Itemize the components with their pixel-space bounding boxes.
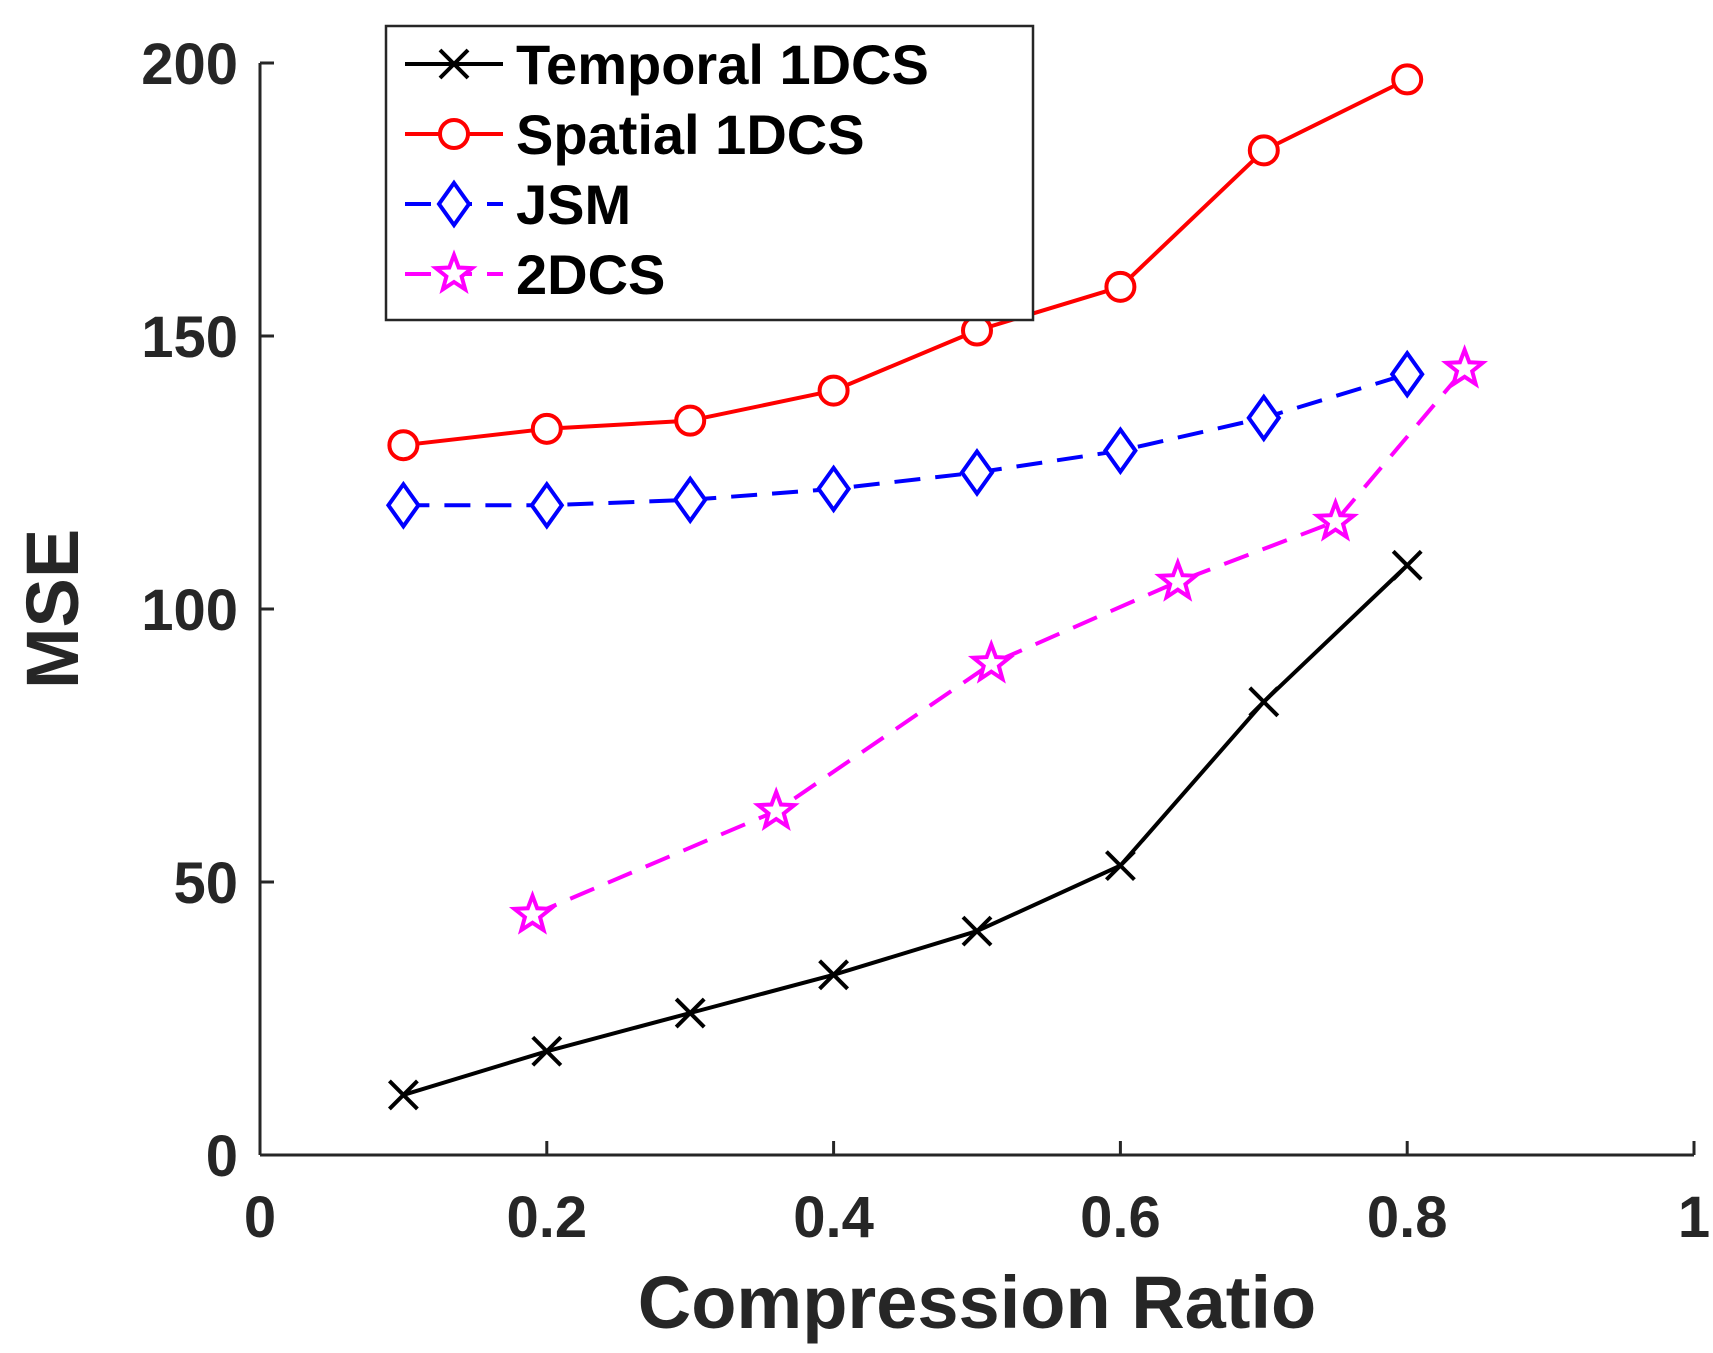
- series-line: [531, 367, 1467, 917]
- data-point: [674, 997, 706, 1029]
- x-tick-label: 0.6: [1080, 1185, 1161, 1250]
- legend-item: 2DCS: [405, 243, 665, 306]
- data-point: [817, 374, 850, 407]
- x-axis-title: Compression Ratio: [638, 1261, 1316, 1344]
- x-tick-label: 0.4: [793, 1185, 874, 1250]
- legend-marker: [430, 249, 478, 295]
- data-point: [961, 915, 993, 947]
- data-point: [387, 1079, 419, 1111]
- data-point: [1104, 270, 1137, 303]
- data-point: [508, 890, 556, 935]
- data-point: [1389, 349, 1425, 399]
- series-line: [403, 77, 1409, 448]
- data-point: [674, 404, 707, 437]
- data-point: [1246, 393, 1282, 443]
- data-point: [531, 1035, 563, 1067]
- data-point: [529, 480, 565, 530]
- data-point: [752, 786, 800, 832]
- x-tick-label: 0.8: [1367, 1185, 1448, 1250]
- series-line: [402, 563, 1409, 1097]
- data-point: [1154, 557, 1202, 602]
- data-point: [959, 448, 995, 497]
- legend-item: Spatial 1DCS: [405, 103, 865, 166]
- data-point: [1248, 686, 1280, 718]
- data-point: [1247, 134, 1280, 167]
- legend-label: Temporal 1DCS: [516, 33, 929, 96]
- y-tick-label: 0: [206, 1124, 238, 1189]
- data-point: [1391, 549, 1423, 581]
- series-layer: [385, 63, 1489, 1111]
- data-point: [1391, 63, 1424, 96]
- legend-items: Temporal 1DCS Spatial 1DCS JSM 2DCS: [405, 33, 929, 306]
- legend-marker: [438, 48, 470, 80]
- data-point: [1104, 850, 1136, 882]
- data-point: [387, 429, 420, 462]
- series-2: [385, 349, 1425, 530]
- data-point: [818, 959, 850, 991]
- series-0: [387, 549, 1423, 1111]
- x-tick-label: 0.2: [506, 1185, 587, 1250]
- legend-label: Spatial 1DCS: [516, 103, 865, 166]
- data-point: [1102, 426, 1138, 476]
- data-point: [672, 475, 708, 525]
- series-1: [387, 63, 1424, 462]
- y-axis-ticks: 0 50 100 150 200: [141, 32, 274, 1189]
- data-point: [816, 464, 852, 514]
- legend-marker: [436, 179, 472, 229]
- y-tick-label: 150: [141, 305, 238, 370]
- y-tick-label: 100: [141, 578, 238, 643]
- legend-item: JSM: [405, 173, 631, 236]
- legend: Temporal 1DCS Spatial 1DCS JSM 2DCS: [384, 24, 1035, 322]
- series-3: [508, 344, 1489, 935]
- x-tick-label: 0: [244, 1185, 276, 1250]
- legend-label: 2DCS: [516, 243, 665, 306]
- y-tick-label: 200: [141, 32, 238, 97]
- legend-marker: [438, 118, 470, 150]
- x-tick-label: 1: [1678, 1185, 1710, 1250]
- series-line: [403, 372, 1408, 508]
- data-point: [1311, 496, 1360, 542]
- data-point: [385, 480, 421, 530]
- y-tick-label: 50: [173, 851, 238, 916]
- legend-label: JSM: [516, 173, 631, 236]
- legend-item: Temporal 1DCS: [405, 33, 929, 96]
- x-axis-ticks: 0 0.2 0.4 0.6 0.8 1: [244, 1141, 1710, 1250]
- data-point: [530, 412, 563, 445]
- data-point: [1441, 344, 1489, 389]
- data-point: [967, 638, 1015, 684]
- y-axis-title: MSE: [11, 529, 94, 689]
- legend-box: [384, 24, 1035, 322]
